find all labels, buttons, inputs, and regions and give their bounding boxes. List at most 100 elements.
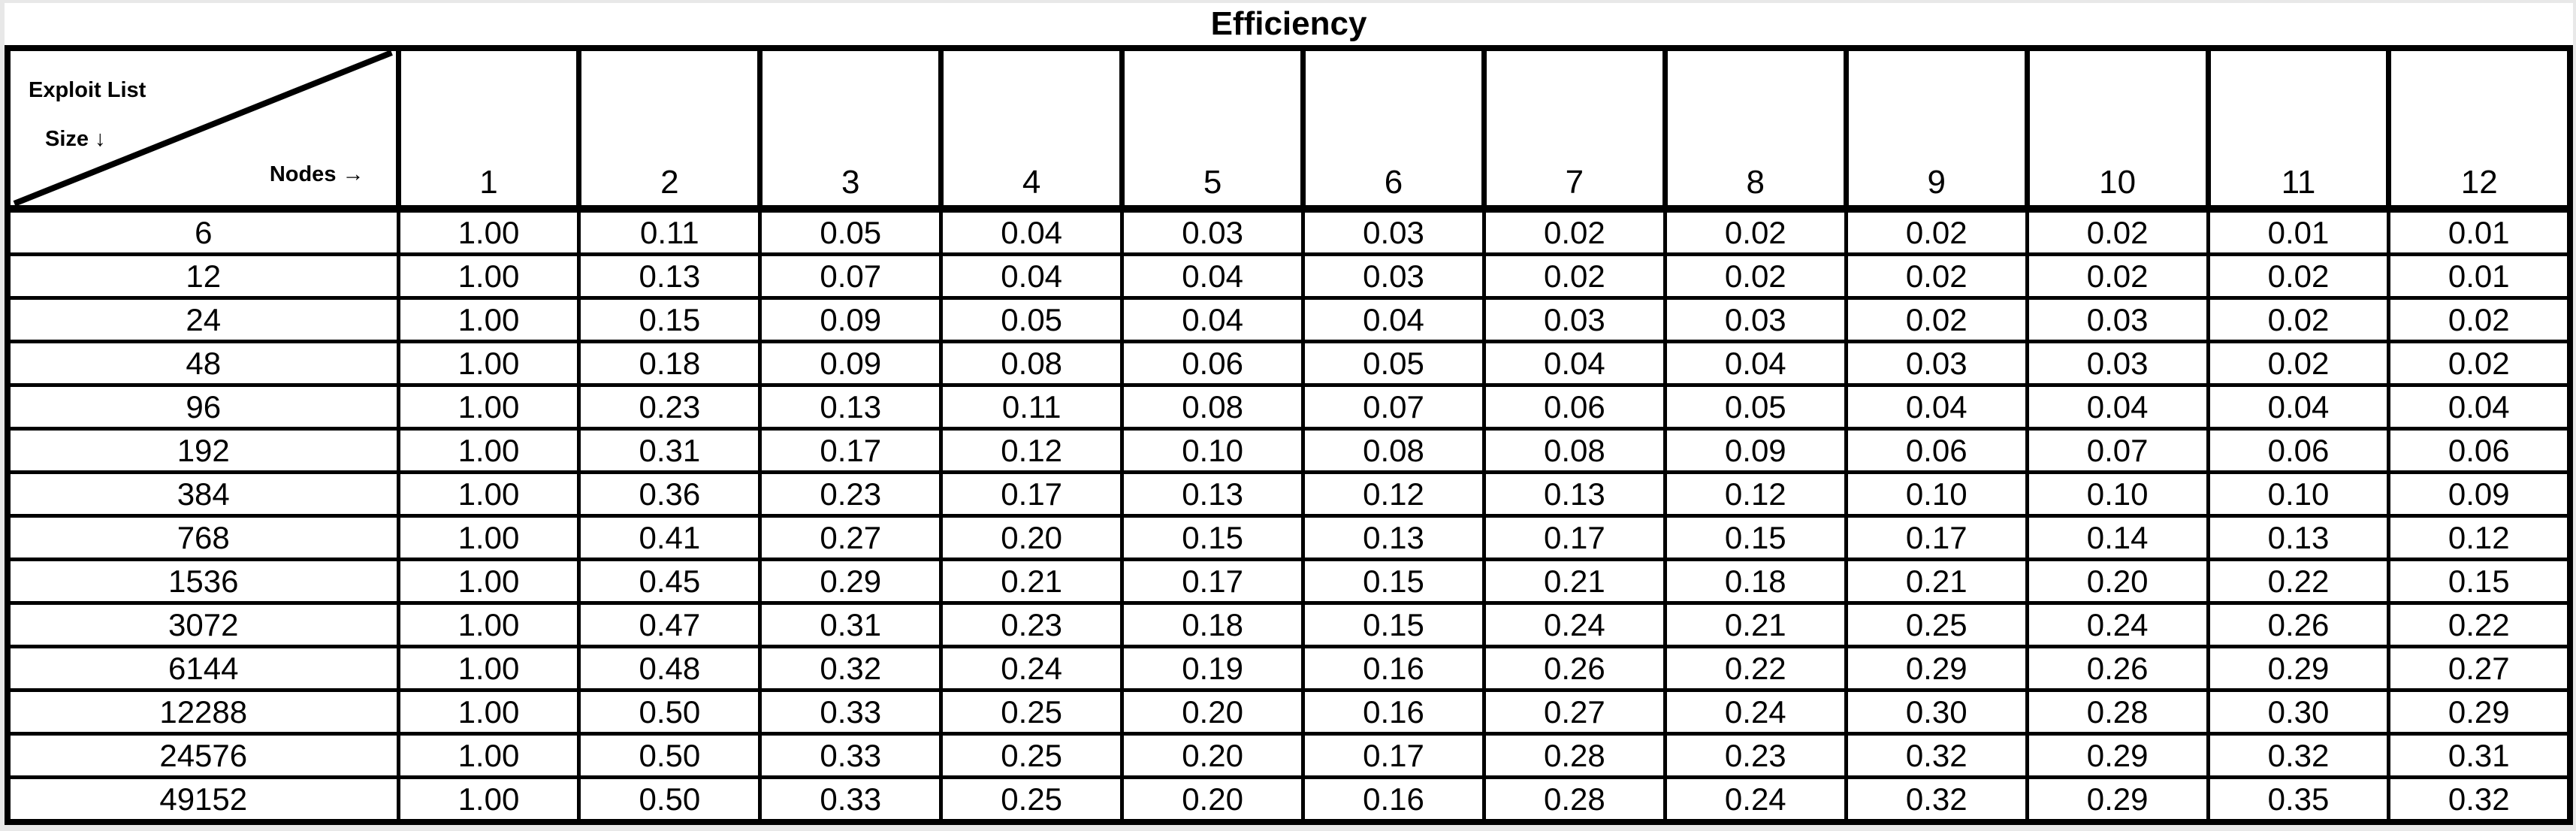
table-cell: 0.02 (2025, 252, 2210, 300)
table-cell: 0.14 (2025, 514, 2210, 561)
table-cell: 0.21 (1844, 558, 2029, 605)
corner-label-nodes-right-arrow: Nodes → (269, 162, 364, 186)
table-cell: 0.06 (1120, 340, 1306, 387)
table-cell: 0.13 (2206, 514, 2391, 561)
table-cell: 0.23 (1662, 732, 1848, 779)
table-cell: 0.04 (939, 207, 1125, 256)
table-cell: 0.02 (2387, 296, 2572, 343)
table-cell: 0.10 (2025, 470, 2210, 518)
row-header-24576: 24576 (5, 732, 400, 779)
table-cell: 0.35 (2206, 775, 2391, 824)
table-cell: 0.32 (2206, 732, 2391, 779)
table-cell: 0.15 (1301, 601, 1486, 648)
table-row-24: 24 1.00 0.15 0.09 0.05 0.04 0.04 0.03 0.03 0.02 0.… (5, 296, 2572, 343)
table-cell: 1.00 (396, 775, 581, 824)
table-cell: 1.00 (396, 688, 581, 736)
table-row-6: 6 1.00 0.11 0.05 0.04 0.03 0.03 0.02 0.02 0.02 0.0… (5, 207, 2572, 256)
table-cell: 0.15 (1301, 558, 1486, 605)
table-cell: 0.06 (2387, 427, 2572, 474)
table-cell: 0.02 (2387, 340, 2572, 387)
table-cell: 0.17 (758, 427, 944, 474)
table-cell: 0.24 (2025, 601, 2210, 648)
table-cell: 0.13 (1120, 470, 1306, 518)
table-cell: 0.04 (1481, 340, 1667, 387)
row-header-6144: 6144 (5, 645, 400, 692)
table-cell: 0.02 (1662, 252, 1848, 300)
table-cell: 0.32 (1844, 775, 2029, 824)
table-cell: 1.00 (396, 383, 581, 431)
table-cell: 0.04 (1120, 252, 1306, 300)
table-cell: 0.02 (2206, 296, 2391, 343)
table-cell: 0.03 (1301, 252, 1486, 300)
table-cell: 0.01 (2387, 252, 2572, 300)
table-cell: 0.20 (1120, 775, 1306, 824)
table-cell: 0.13 (1301, 514, 1486, 561)
table-cell: 0.09 (758, 296, 944, 343)
table-cell: 0.02 (1481, 252, 1667, 300)
table-cell: 0.03 (1301, 207, 1486, 256)
table-cell: 0.20 (1120, 732, 1306, 779)
table-cell: 1.00 (396, 252, 581, 300)
table-cell: 0.21 (1481, 558, 1667, 605)
table-cell: 0.22 (1662, 645, 1848, 692)
table-cell: 0.05 (1301, 340, 1486, 387)
table-cell: 0.29 (758, 558, 944, 605)
table-cell: 0.26 (1481, 645, 1667, 692)
table-cell: 0.18 (577, 340, 763, 387)
table-row-768: 768 1.00 0.41 0.27 0.20 0.15 0.13 0.17 0.15 0.17 0… (5, 514, 2572, 561)
table-cell: 0.21 (1662, 601, 1848, 648)
row-header-96: 96 (5, 383, 400, 431)
table-cell: 1.00 (396, 645, 581, 692)
table-cell: 0.47 (577, 601, 763, 648)
table-cell: 0.50 (577, 775, 763, 824)
table-title: Efficiency (1210, 5, 1367, 42)
table-cell: 0.33 (758, 732, 944, 779)
table-cell: 0.22 (2206, 558, 2391, 605)
table-cell: 0.23 (939, 601, 1125, 648)
table-cell: 0.03 (2025, 296, 2210, 343)
table-cell: 0.50 (577, 732, 763, 779)
row-header-6: 6 (5, 207, 400, 256)
table-cell: 0.02 (1481, 207, 1667, 256)
table-cell: 1.00 (396, 514, 581, 561)
table-cell: 0.20 (2025, 558, 2210, 605)
table-cell: 0.10 (2206, 470, 2391, 518)
table-row-192: 192 1.00 0.31 0.17 0.12 0.10 0.08 0.08 0.09 0.06 0… (5, 427, 2572, 474)
table-cell: 1.00 (396, 207, 581, 256)
table-cell: 0.15 (1662, 514, 1848, 561)
table-cell: 0.01 (2387, 207, 2572, 256)
table-cell: 0.17 (1301, 732, 1486, 779)
table-cell: 0.12 (2387, 514, 2572, 561)
column-header-1: 1 (395, 45, 582, 213)
table-cell: 0.03 (1120, 207, 1306, 256)
row-header-12: 12 (5, 252, 400, 300)
table-cell: 0.25 (1844, 601, 2029, 648)
table-cell: 0.04 (1844, 383, 2029, 431)
table-cell: 0.11 (577, 207, 763, 256)
table-cell: 0.36 (577, 470, 763, 518)
table-cell: 0.24 (1662, 775, 1848, 824)
row-header-1536: 1536 (5, 558, 400, 605)
table-cell: 0.02 (2025, 207, 2210, 256)
table-cell: 1.00 (396, 601, 581, 648)
table-cell: 0.04 (1120, 296, 1306, 343)
column-header-6: 6 (1300, 45, 1487, 213)
table-cell: 0.28 (1481, 775, 1667, 824)
row-header-48: 48 (5, 340, 400, 387)
table-cell: 0.07 (758, 252, 944, 300)
table-cell: 0.03 (1662, 296, 1848, 343)
table-cell: 0.12 (939, 427, 1125, 474)
table-cell: 0.45 (577, 558, 763, 605)
table-row-12: 12 1.00 0.13 0.07 0.04 0.04 0.03 0.02 0.02 0.02 0.… (5, 252, 2572, 300)
efficiency-table: Exploit List Size ↓ Nodes → 1 2 3 4 5 6 7 8 9 10 1… (5, 45, 2573, 825)
table-cell: 0.06 (1844, 427, 2029, 474)
table-cell: 0.05 (758, 207, 944, 256)
table-cell: 0.08 (1120, 383, 1306, 431)
table-cell: 0.09 (2387, 470, 2572, 518)
table-cell: 0.32 (758, 645, 944, 692)
column-header-3: 3 (757, 45, 944, 213)
table-cell: 0.04 (2387, 383, 2572, 431)
table-cell: 0.17 (1481, 514, 1667, 561)
table-cell: 0.02 (1662, 207, 1848, 256)
table-cell: 0.26 (2025, 645, 2210, 692)
